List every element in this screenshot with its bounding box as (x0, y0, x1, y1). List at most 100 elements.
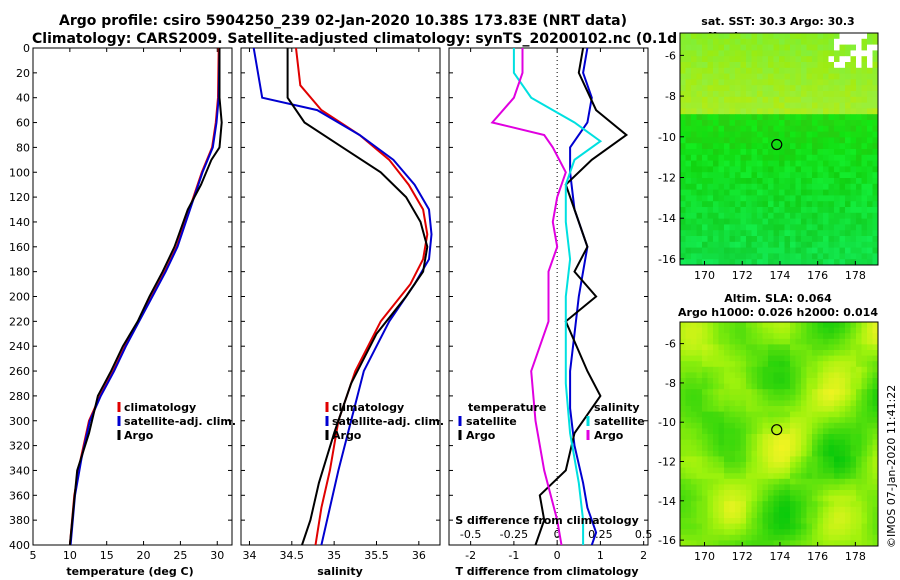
x-tick-label: 176 (807, 269, 828, 282)
legend-label: Argo (466, 429, 496, 442)
s-tick-label: 0 (554, 528, 561, 541)
s-tick-label: -0.25 (500, 528, 528, 541)
series-t-satellite (569, 48, 598, 545)
y-tick-label: 140 (9, 216, 30, 229)
y-tick-label: 200 (9, 291, 30, 304)
y-tick-label: -14 (658, 212, 676, 225)
sla-map-title: Altim. SLA: 0.064 (724, 292, 832, 305)
y-tick-label: 20 (16, 67, 30, 80)
x-tick-label: 35.5 (364, 549, 389, 562)
y-tick-label: -14 (658, 495, 676, 508)
x-tick-label: 172 (732, 269, 753, 282)
argo-location-marker (771, 138, 783, 151)
x-tick-label: 172 (732, 550, 753, 563)
x-tick-label: 170 (694, 269, 715, 282)
x-tick-label: 36 (412, 549, 426, 562)
x-tick-label: 174 (769, 550, 790, 563)
y-tick-label: 40 (16, 92, 30, 105)
legend-title-temperature: temperature (468, 401, 546, 414)
y-tick-label: 160 (9, 241, 30, 254)
legend-label: Argo (594, 429, 624, 442)
x-tick-label: 20 (137, 549, 151, 562)
y-tick-label: -16 (658, 534, 676, 547)
difference-xlabel: T difference from climatology (455, 565, 638, 578)
legend-label: satellite (466, 415, 517, 428)
x-tick-label: 30 (210, 549, 224, 562)
map-field (680, 33, 879, 266)
x-tick-label: 35 (327, 549, 341, 562)
map-frame (679, 321, 879, 547)
y-tick-label: -8 (665, 377, 676, 390)
x-tick-label: 174 (769, 269, 790, 282)
x-tick-label: 178 (845, 550, 866, 563)
legend-label: climatology (332, 401, 404, 414)
y-tick-label: 340 (9, 464, 30, 477)
difference-xlabel2: S difference from climatology (455, 514, 639, 527)
legend-label: Argo (332, 429, 362, 442)
x-tick-label: 2 (640, 549, 647, 562)
legend-label: Argo (124, 429, 154, 442)
x-tick-label: -1 (508, 549, 519, 562)
s-tick-label: 0.25 (588, 528, 613, 541)
difference-panel: -2 -1 0 1 2 -0.5 -0.25 0 0.25 0.5 temperature salin… (448, 47, 653, 562)
series-t-argo (534, 48, 629, 545)
temperature-panel: 5 10 15 20 25 3002040608010012014016018020022… (9, 42, 236, 562)
sst-map-title: sat. SST: 30.3 Argo: 30.3 (701, 15, 854, 28)
y-tick-label: 100 (9, 166, 30, 179)
y-tick-label: 240 (9, 340, 30, 353)
x-tick-label: 178 (845, 269, 866, 282)
salinity-panel: 34 34.5 35 35.5 36 climatologysatellite-adj. … (240, 47, 444, 562)
y-tick-label: 280 (9, 390, 30, 403)
y-tick-label: 120 (9, 191, 30, 204)
y-tick-label: -8 (665, 90, 676, 103)
x-tick-label: 1 (597, 549, 604, 562)
sla-map-panel: 170 172 174 176 178 -6 -8 -10 -12 -14 -16 (658, 321, 879, 563)
y-tick-label: 380 (9, 514, 30, 527)
map-frame (679, 32, 879, 266)
sla-map-subtitle: Argo h1000: 0.026 h2000: 0.014 (678, 306, 878, 319)
temperature-xlabel: temperature (deg C) (66, 565, 193, 578)
salinity-xlabel: salinity (317, 565, 363, 578)
y-tick-label: 260 (9, 365, 30, 378)
y-tick-label: -16 (658, 253, 676, 266)
y-tick-label: 360 (9, 489, 30, 502)
series-s-argo (490, 48, 567, 545)
plot-frame (32, 47, 233, 546)
x-tick-label: 170 (694, 550, 715, 563)
x-tick-label: 25 (173, 549, 187, 562)
legend-label: climatology (124, 401, 196, 414)
legend-label: satellite-adj. clim. (124, 415, 236, 428)
sst-map-panel: 170 172 174 176 178 -6 -8 -10 -12 -14 -16 (658, 32, 879, 282)
y-tick-label: 0 (23, 42, 30, 55)
series-s-satellite (512, 48, 603, 545)
y-tick-label: 60 (16, 117, 30, 130)
footer-stamp: ©IMOS 07-Jan-2020 11:41:22 (885, 385, 898, 548)
y-tick-label: -6 (665, 49, 676, 62)
y-tick-label: 320 (9, 440, 30, 453)
y-tick-label: 300 (9, 415, 30, 428)
map-field (680, 322, 879, 547)
y-tick-label: -10 (658, 131, 676, 144)
series-argo (68, 48, 223, 545)
title-line2: Climatology: CARS2009. Satellite-adjuste… (32, 31, 740, 47)
series-climatology (295, 48, 429, 545)
x-tick-label: 15 (100, 549, 114, 562)
y-tick-label: -6 (665, 338, 676, 351)
x-tick-label: 0 (554, 549, 561, 562)
legend-title-salinity: salinity (594, 401, 640, 414)
argo-location-marker (771, 424, 783, 436)
y-tick-label: 180 (9, 266, 30, 279)
y-tick-label: 80 (16, 141, 30, 154)
x-tick-label: 34.5 (280, 549, 305, 562)
y-tick-label: -12 (658, 171, 676, 184)
series-argo (286, 48, 429, 545)
s-tick-label: 0.5 (635, 528, 653, 541)
s-tick-label: -0.5 (460, 528, 481, 541)
x-tick-label: 5 (30, 549, 37, 562)
legend-label: satellite (594, 415, 645, 428)
y-tick-label: 400 (9, 539, 30, 552)
legend-label: satellite-adj. clim. (332, 415, 444, 428)
series-satellite-adj-clim- (69, 48, 221, 545)
series-satellite-adj-clim- (252, 48, 433, 545)
